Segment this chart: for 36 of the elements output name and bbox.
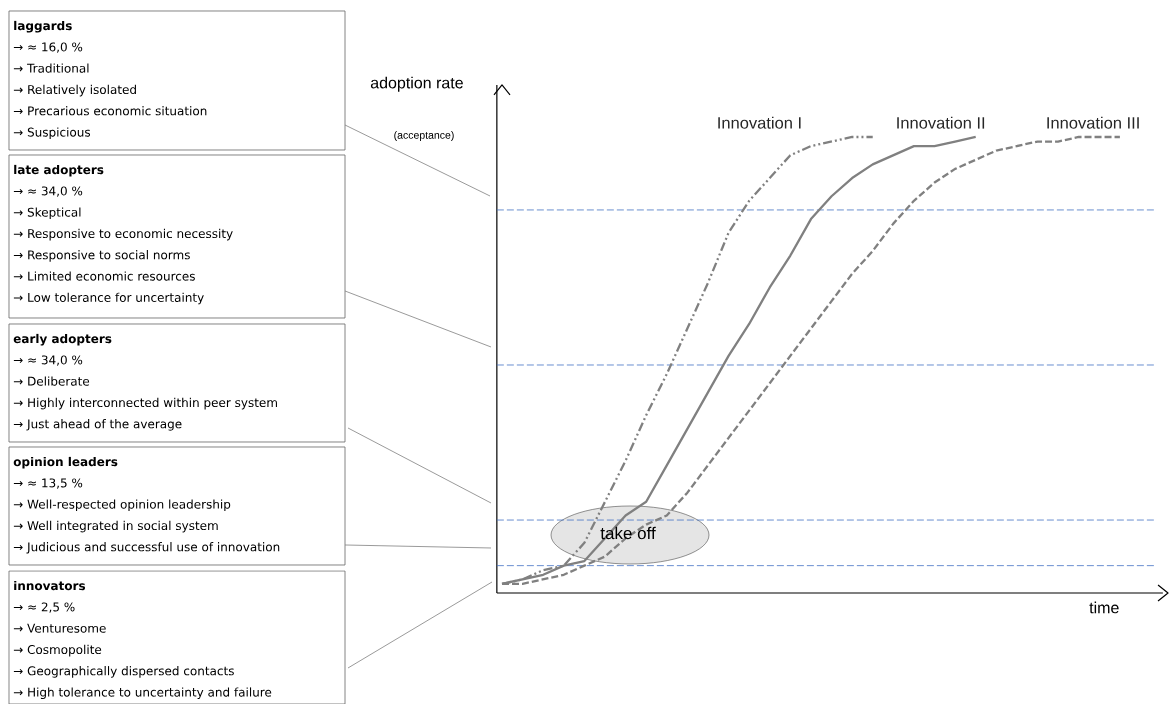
text: → Limited economic resources [13,271,195,281]
text: → Well integrated in social system [13,520,218,533]
x-axis-title: time [1089,601,1119,614]
y-axis-title: adoption rate [370,76,463,92]
text: → Deliberate [13,376,90,386]
text: late adopters [14,164,104,177]
text: → Highly interconnected within peer system [13,397,277,410]
text: → Responsive to economic necessity [13,228,233,241]
series-label: Innovation I [718,116,801,129]
text: innovators [14,580,86,591]
text: → Judicious and successful use of innovation [13,542,280,554]
text: → Traditional [13,63,89,73]
text: laggards [14,20,72,33]
text: → Just ahead of the average [13,419,182,431]
text: → Venturesome [13,623,106,633]
text: → ≈ 34,0 % [13,186,83,197]
annotation: take off [600,526,656,540]
text: → High tolerance to uncertainty and failure [13,687,272,699]
text: → Low tolerance for uncertainty [13,292,204,305]
text: → Suspicious [13,127,91,139]
text: → Well-respected opinion leadership [13,499,231,512]
series-label: Innovation II [897,116,985,129]
text: early adopters [13,333,112,346]
text: → Precarious economic situation [13,106,207,116]
text: → ≈ 16,0 % [13,42,83,53]
text: → Skeptical [13,207,81,220]
text: → ≈ 34,0 % [13,355,83,366]
text: (acceptance) [394,131,454,141]
text: opinion leaders [13,456,118,469]
text: → Relatively isolated [13,84,136,97]
text: → ≈ 13,5 % [13,478,83,489]
text: → Geographically dispersed contacts [13,666,234,678]
text: → ≈ 2,5 % [13,602,75,613]
text: → Responsive to social norms [13,250,190,262]
text: → Cosmopolite [13,644,102,657]
series-label: Innovation III [1047,116,1139,129]
